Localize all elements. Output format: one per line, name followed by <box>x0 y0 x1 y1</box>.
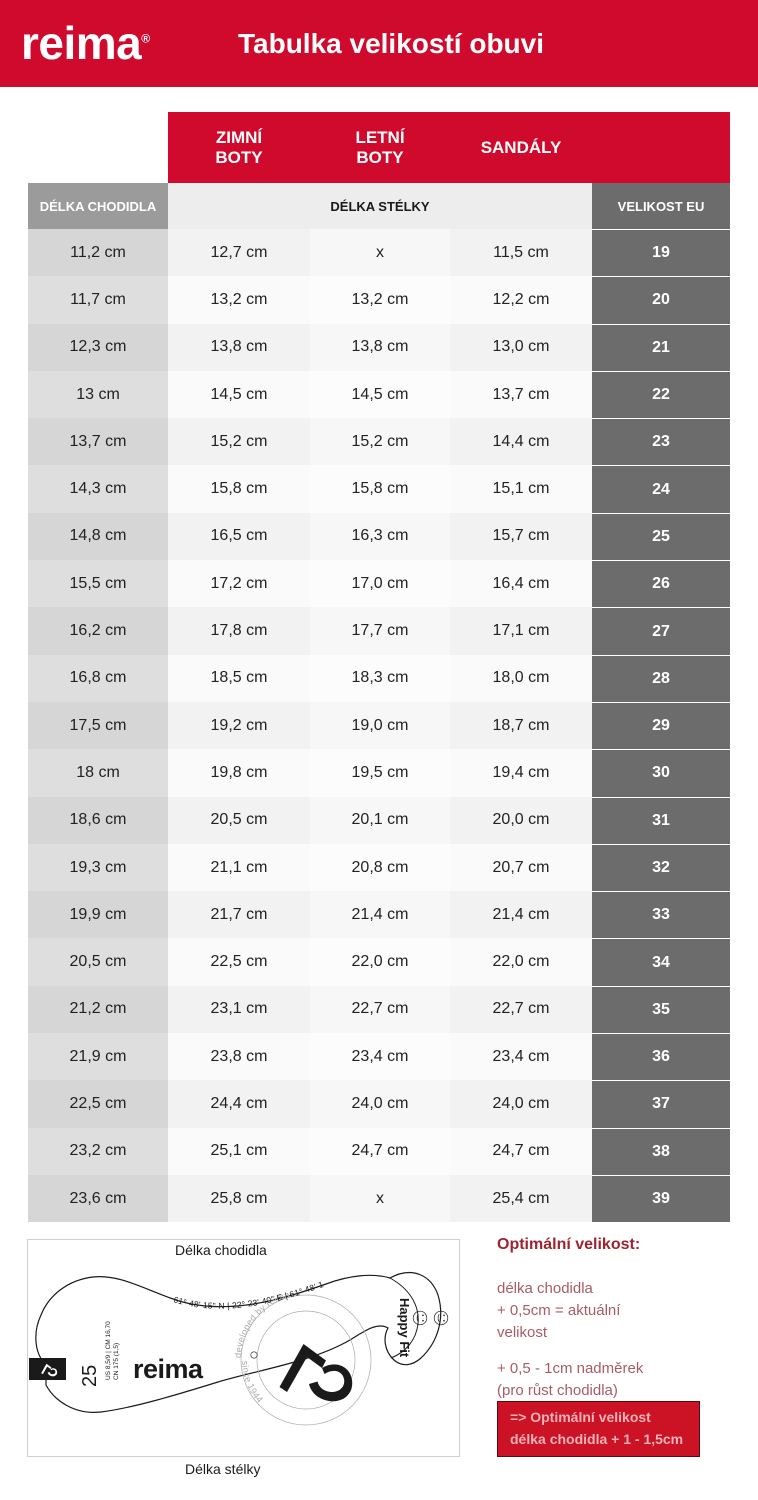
svg-text:since 1944: since 1944 <box>240 1361 265 1405</box>
svg-text:reima: reima <box>133 1354 204 1384</box>
svg-text:25: 25 <box>79 1365 101 1387</box>
svg-text:US 8,5/9 | CM 16,70: US 8,5/9 | CM 16,70 <box>105 1321 112 1380</box>
svg-text:61° 48' 15" N | 22° 23' 40" E: 61° 48' 15" N | 22° 23' 40" E | 61° 48' … <box>28 1240 325 1311</box>
svg-text:Happy Fit: Happy Fit <box>397 1298 412 1358</box>
svg-text:CN 175 (1,5): CN 175 (1,5) <box>113 1343 120 1380</box>
